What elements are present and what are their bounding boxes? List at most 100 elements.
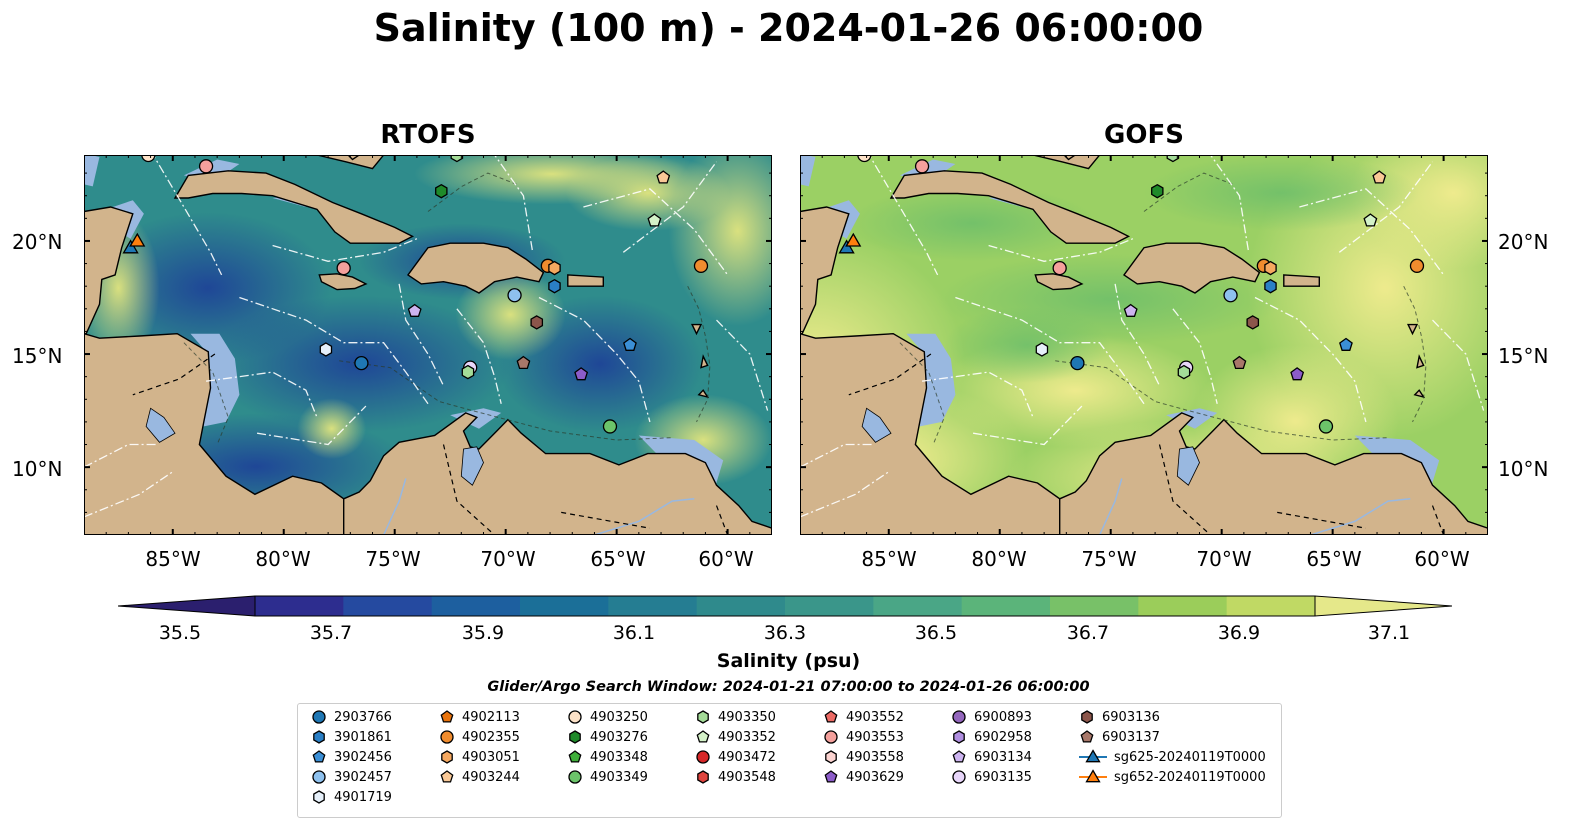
- land-lesser2: [700, 354, 709, 369]
- argo-float-marker: [1177, 364, 1191, 380]
- colorbar-tick: 36.9: [1217, 622, 1261, 644]
- legend-label: 4903250: [590, 709, 648, 725]
- legend-label: 4903276: [590, 729, 648, 745]
- lake: [460, 446, 484, 486]
- legend-item: 4903552: [822, 707, 904, 727]
- colorbar-bin: [1226, 596, 1316, 616]
- argo-float-marker: [1290, 367, 1305, 381]
- colorbar-tick: 37.1: [1367, 622, 1411, 644]
- argo-float-marker: [198, 159, 214, 174]
- colorbar-bin: [608, 596, 698, 616]
- legend-marker-icon: [952, 710, 966, 724]
- lon-label-75w-left: 75°W: [365, 547, 421, 571]
- legend-marker-icon: [440, 710, 454, 723]
- legend-item: 4903553: [822, 727, 904, 747]
- colorbar-bin: [255, 596, 344, 616]
- land-lesser: [1406, 323, 1419, 336]
- argo-float-marker: [530, 315, 544, 330]
- argo-float-marker: [548, 260, 561, 276]
- land-bahamas: [316, 155, 385, 170]
- eez-boundary: [206, 371, 318, 418]
- argo-float-marker: [647, 213, 662, 227]
- legend-marker-icon: [697, 710, 709, 724]
- glider-marker: [838, 239, 855, 254]
- eez-boundary: [494, 155, 533, 251]
- legend-marker-icon: [953, 730, 965, 744]
- legend-item: 3902456: [310, 747, 392, 767]
- colorbar-tick: 35.5: [158, 622, 202, 644]
- colorbar-bin: [1138, 596, 1228, 616]
- legend-item: 4903250: [566, 707, 648, 727]
- eez-boundary: [1338, 161, 1434, 253]
- isobath: [899, 342, 945, 445]
- argo-float-marker: [407, 303, 422, 317]
- lon-label-85w-right: 85°W: [861, 547, 917, 571]
- legend-marker-icon: [569, 730, 581, 744]
- legend-item: 3901861: [310, 727, 392, 747]
- colorbar-extend-high: [1314, 595, 1452, 617]
- eez-boundary: [272, 238, 418, 262]
- legend-label: 4903348: [590, 749, 648, 765]
- argo-float-marker: [1372, 170, 1387, 184]
- argo-float-marker: [516, 355, 531, 370]
- legend-label: 3902456: [334, 749, 392, 765]
- argo-float-marker: [336, 260, 351, 276]
- eez-boundary: [239, 296, 429, 405]
- legend-item: sg652-20240119T0000: [1078, 767, 1266, 787]
- legend-label: 4903472: [718, 749, 776, 765]
- legend-label: 3902457: [334, 769, 392, 785]
- legend-item: 6903135: [950, 767, 1032, 787]
- land-jamaica: [318, 273, 368, 291]
- eez-boundary: [622, 161, 718, 253]
- argo-float-marker: [1363, 213, 1378, 227]
- eez-boundary: [1210, 155, 1249, 251]
- legend: 2903766 3901861 3902456 3902457 4901719 49021…: [297, 703, 1282, 818]
- colorbar-tick: 36.3: [763, 622, 807, 644]
- legend-label: sg625-20240119T0000: [1114, 749, 1266, 765]
- argo-float-marker: [1409, 258, 1425, 273]
- legend-label: 4903349: [590, 769, 648, 785]
- argo-float-marker: [857, 155, 872, 163]
- land-cuba: [889, 170, 1131, 244]
- legend-label: 4903244: [462, 769, 520, 785]
- legend-marker-icon: [1085, 769, 1101, 783]
- legend-item: 4903558: [822, 747, 904, 767]
- land-bahamas: [1032, 155, 1101, 170]
- legend-label: 4901719: [334, 789, 392, 805]
- lon-label-60w-left: 60°W: [698, 547, 754, 571]
- colorbar-bin: [785, 596, 874, 616]
- lon-label-80w-right: 80°W: [971, 547, 1027, 571]
- argo-float-marker: [354, 355, 369, 371]
- lat-label-20n-left: 20°N: [12, 230, 63, 254]
- lat-label-10n-right: 10°N: [1498, 457, 1549, 481]
- figure-title: Salinity (100 m) - 2024-01-26 06:00:00: [373, 6, 1204, 50]
- colorbar-bin: [431, 596, 521, 616]
- colorbar-bin: [1050, 596, 1139, 616]
- legend-marker-icon: [1080, 730, 1094, 743]
- border-line: [848, 353, 932, 396]
- argo-float-marker: [1166, 155, 1180, 163]
- argo-float-marker: [1246, 315, 1260, 330]
- lake: [1176, 446, 1200, 486]
- lat-label-15n-right: 15°N: [1498, 344, 1549, 368]
- glider-marker: [129, 232, 146, 247]
- legend-label: 6903136: [1102, 709, 1160, 725]
- argo-float-marker: [1070, 355, 1085, 371]
- border-line: [1277, 511, 1367, 529]
- argo-float-marker: [141, 155, 156, 163]
- border-line: [442, 444, 496, 535]
- river: [1098, 478, 1123, 535]
- legend-label: 4903051: [462, 749, 520, 765]
- land-hispaniola: [407, 242, 545, 294]
- border-line: [132, 353, 216, 396]
- legend-label: 4902355: [462, 729, 520, 745]
- argo-float-marker: [1052, 260, 1067, 276]
- legend-item: 4903244: [438, 767, 520, 787]
- legend-marker-icon: [1085, 749, 1101, 763]
- eez-boundary: [398, 283, 445, 386]
- argo-float-marker: [693, 258, 709, 273]
- land-jamaica: [1034, 273, 1084, 291]
- isobath: [1403, 285, 1427, 423]
- eez-boundary: [1432, 319, 1485, 411]
- argo-float-marker: [435, 183, 448, 199]
